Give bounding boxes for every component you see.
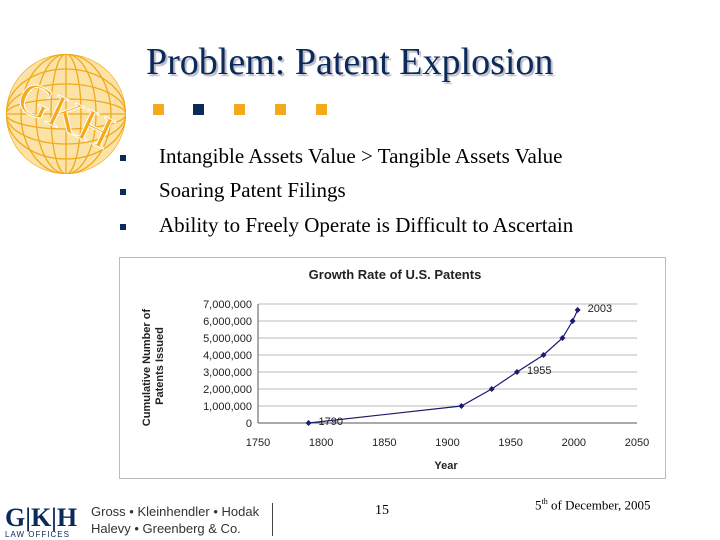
data-point [488, 386, 495, 392]
x-tick-label: 2000 [562, 437, 586, 449]
decor-square [275, 104, 286, 115]
bullet-item: Intangible Assets Value > Tangible Asset… [159, 144, 563, 168]
chart-svg: Growth Rate of U.S. Patents Year Cumulat… [141, 267, 649, 472]
data-point [540, 352, 547, 358]
page-number: 15 [375, 503, 389, 518]
x-axis-label: Year [434, 460, 458, 472]
data-point [305, 420, 312, 426]
y-axis-label-line1: Cumulative Number of [141, 309, 153, 427]
data-annotation: 1955 [527, 365, 551, 377]
firm-name-line1: Gross • Kleinhendler • Hodak [91, 504, 260, 519]
y-axis-label: Cumulative Number of Patents Issued [141, 306, 166, 426]
data-point [559, 335, 566, 341]
data-point [569, 318, 576, 324]
footer-logo-letters: G|K|H [5, 503, 77, 532]
bullet-item: Soaring Patent Filings [159, 178, 346, 202]
bullet-icon [120, 155, 126, 161]
decor-square [234, 104, 245, 115]
data-annotation: 2003 [588, 303, 612, 315]
x-tick-label: 1950 [498, 437, 522, 449]
y-tick-label: 0 [246, 418, 252, 430]
decor-square [316, 104, 327, 115]
data-point [574, 306, 581, 313]
y-axis-label-line2: Patents Issued [154, 327, 166, 405]
decor-square [193, 104, 204, 115]
date-day: 5 [535, 497, 542, 513]
chart-title: Growth Rate of U.S. Patents [309, 267, 482, 282]
x-tick-label: 1750 [246, 437, 270, 449]
bullet-item: Ability to Freely Operate is Difficult t… [159, 213, 574, 237]
y-tick-label: 7,000,000 [203, 299, 252, 311]
series-line [308, 309, 579, 424]
y-tick-label: 2,000,000 [203, 384, 252, 396]
y-tick-label: 5,000,000 [203, 333, 252, 345]
plot-area: 0 1,000,000 2,000,000 3,000,000 4,000,000 5,0… [203, 299, 649, 449]
y-tick-label: 4,000,000 [203, 350, 252, 362]
y-tick-label: 1,000,000 [203, 401, 252, 413]
footer-divider [272, 503, 273, 536]
footer-logo-sub: LAW OFFICES [5, 530, 70, 539]
x-tick-label: 1850 [372, 437, 396, 449]
date-rest: of December, 2005 [547, 497, 651, 513]
firm-name-line2: Halevy • Greenberg & Co. [91, 521, 241, 536]
bullet-icon [120, 224, 126, 230]
gkh-globe-logo: GKH [6, 54, 126, 174]
y-tick-label: 6,000,000 [203, 316, 252, 328]
decor-square [153, 104, 164, 115]
data-point [513, 369, 520, 375]
data-annotation: 1790 [319, 416, 343, 428]
date-suffix: th [541, 497, 548, 506]
x-tick-label: 2050 [625, 437, 649, 449]
bullet-icon [120, 189, 126, 195]
slide-title: Problem: Patent Explosion [146, 41, 554, 83]
x-tick-label: 1900 [435, 437, 459, 449]
x-tick-label: 1800 [309, 437, 333, 449]
y-tick-label: 3,000,000 [203, 367, 252, 379]
slide-date: 5th of December, 2005 [535, 497, 650, 513]
gkh-footer-logo: G|K|H LAW OFFICES [5, 503, 77, 539]
data-point [458, 403, 465, 409]
patent-growth-chart: Growth Rate of U.S. Patents Year Cumulat… [119, 257, 666, 479]
